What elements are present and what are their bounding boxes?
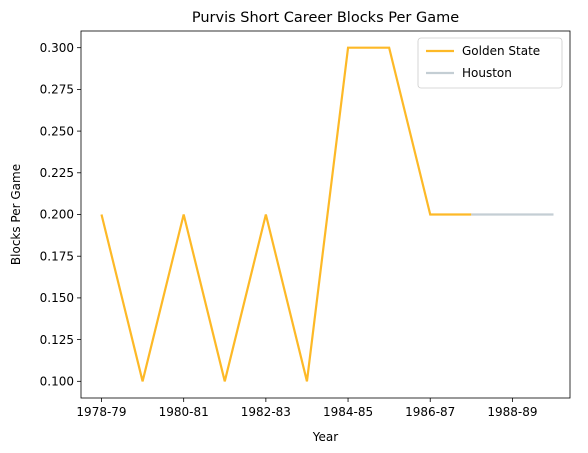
- x-tick-label: 1982-83: [241, 405, 291, 419]
- y-axis-label: Blocks Per Game: [9, 164, 23, 265]
- x-axis-label: Year: [312, 430, 338, 444]
- x-tick-label: 1980-81: [159, 405, 209, 419]
- y-tick-label: 0.275: [40, 83, 74, 97]
- plot-area: 0.100 0.125 0.150 0.175 0.200 0.225 0.250 0.275…: [40, 30, 571, 419]
- x-tick-label: 1986-87: [405, 405, 455, 419]
- x-tick-label: 1984-85: [323, 405, 373, 419]
- y-tick-label: 0.200: [40, 208, 74, 222]
- y-tick-label: 0.250: [40, 124, 74, 138]
- series-line-golden-state: [100, 46, 472, 382]
- y-tick-label: 0.100: [40, 375, 74, 389]
- y-tick-label: 0.125: [40, 333, 74, 347]
- y-tick-label: 0.150: [40, 291, 74, 305]
- y-tick-label: 0.225: [40, 166, 74, 180]
- legend: Golden State Houston: [417, 37, 563, 89]
- legend-label: Houston: [462, 66, 512, 80]
- x-tick-label: 1988-89: [487, 405, 537, 419]
- legend-label: Golden State: [462, 44, 540, 58]
- plot-frame: [80, 30, 571, 399]
- y-tick-label: 0.175: [40, 249, 74, 263]
- x-tick-label: 1978-79: [76, 405, 126, 419]
- chart-title: Purvis Short Career Blocks Per Game: [192, 10, 459, 26]
- y-tick-label: 0.300: [40, 41, 74, 55]
